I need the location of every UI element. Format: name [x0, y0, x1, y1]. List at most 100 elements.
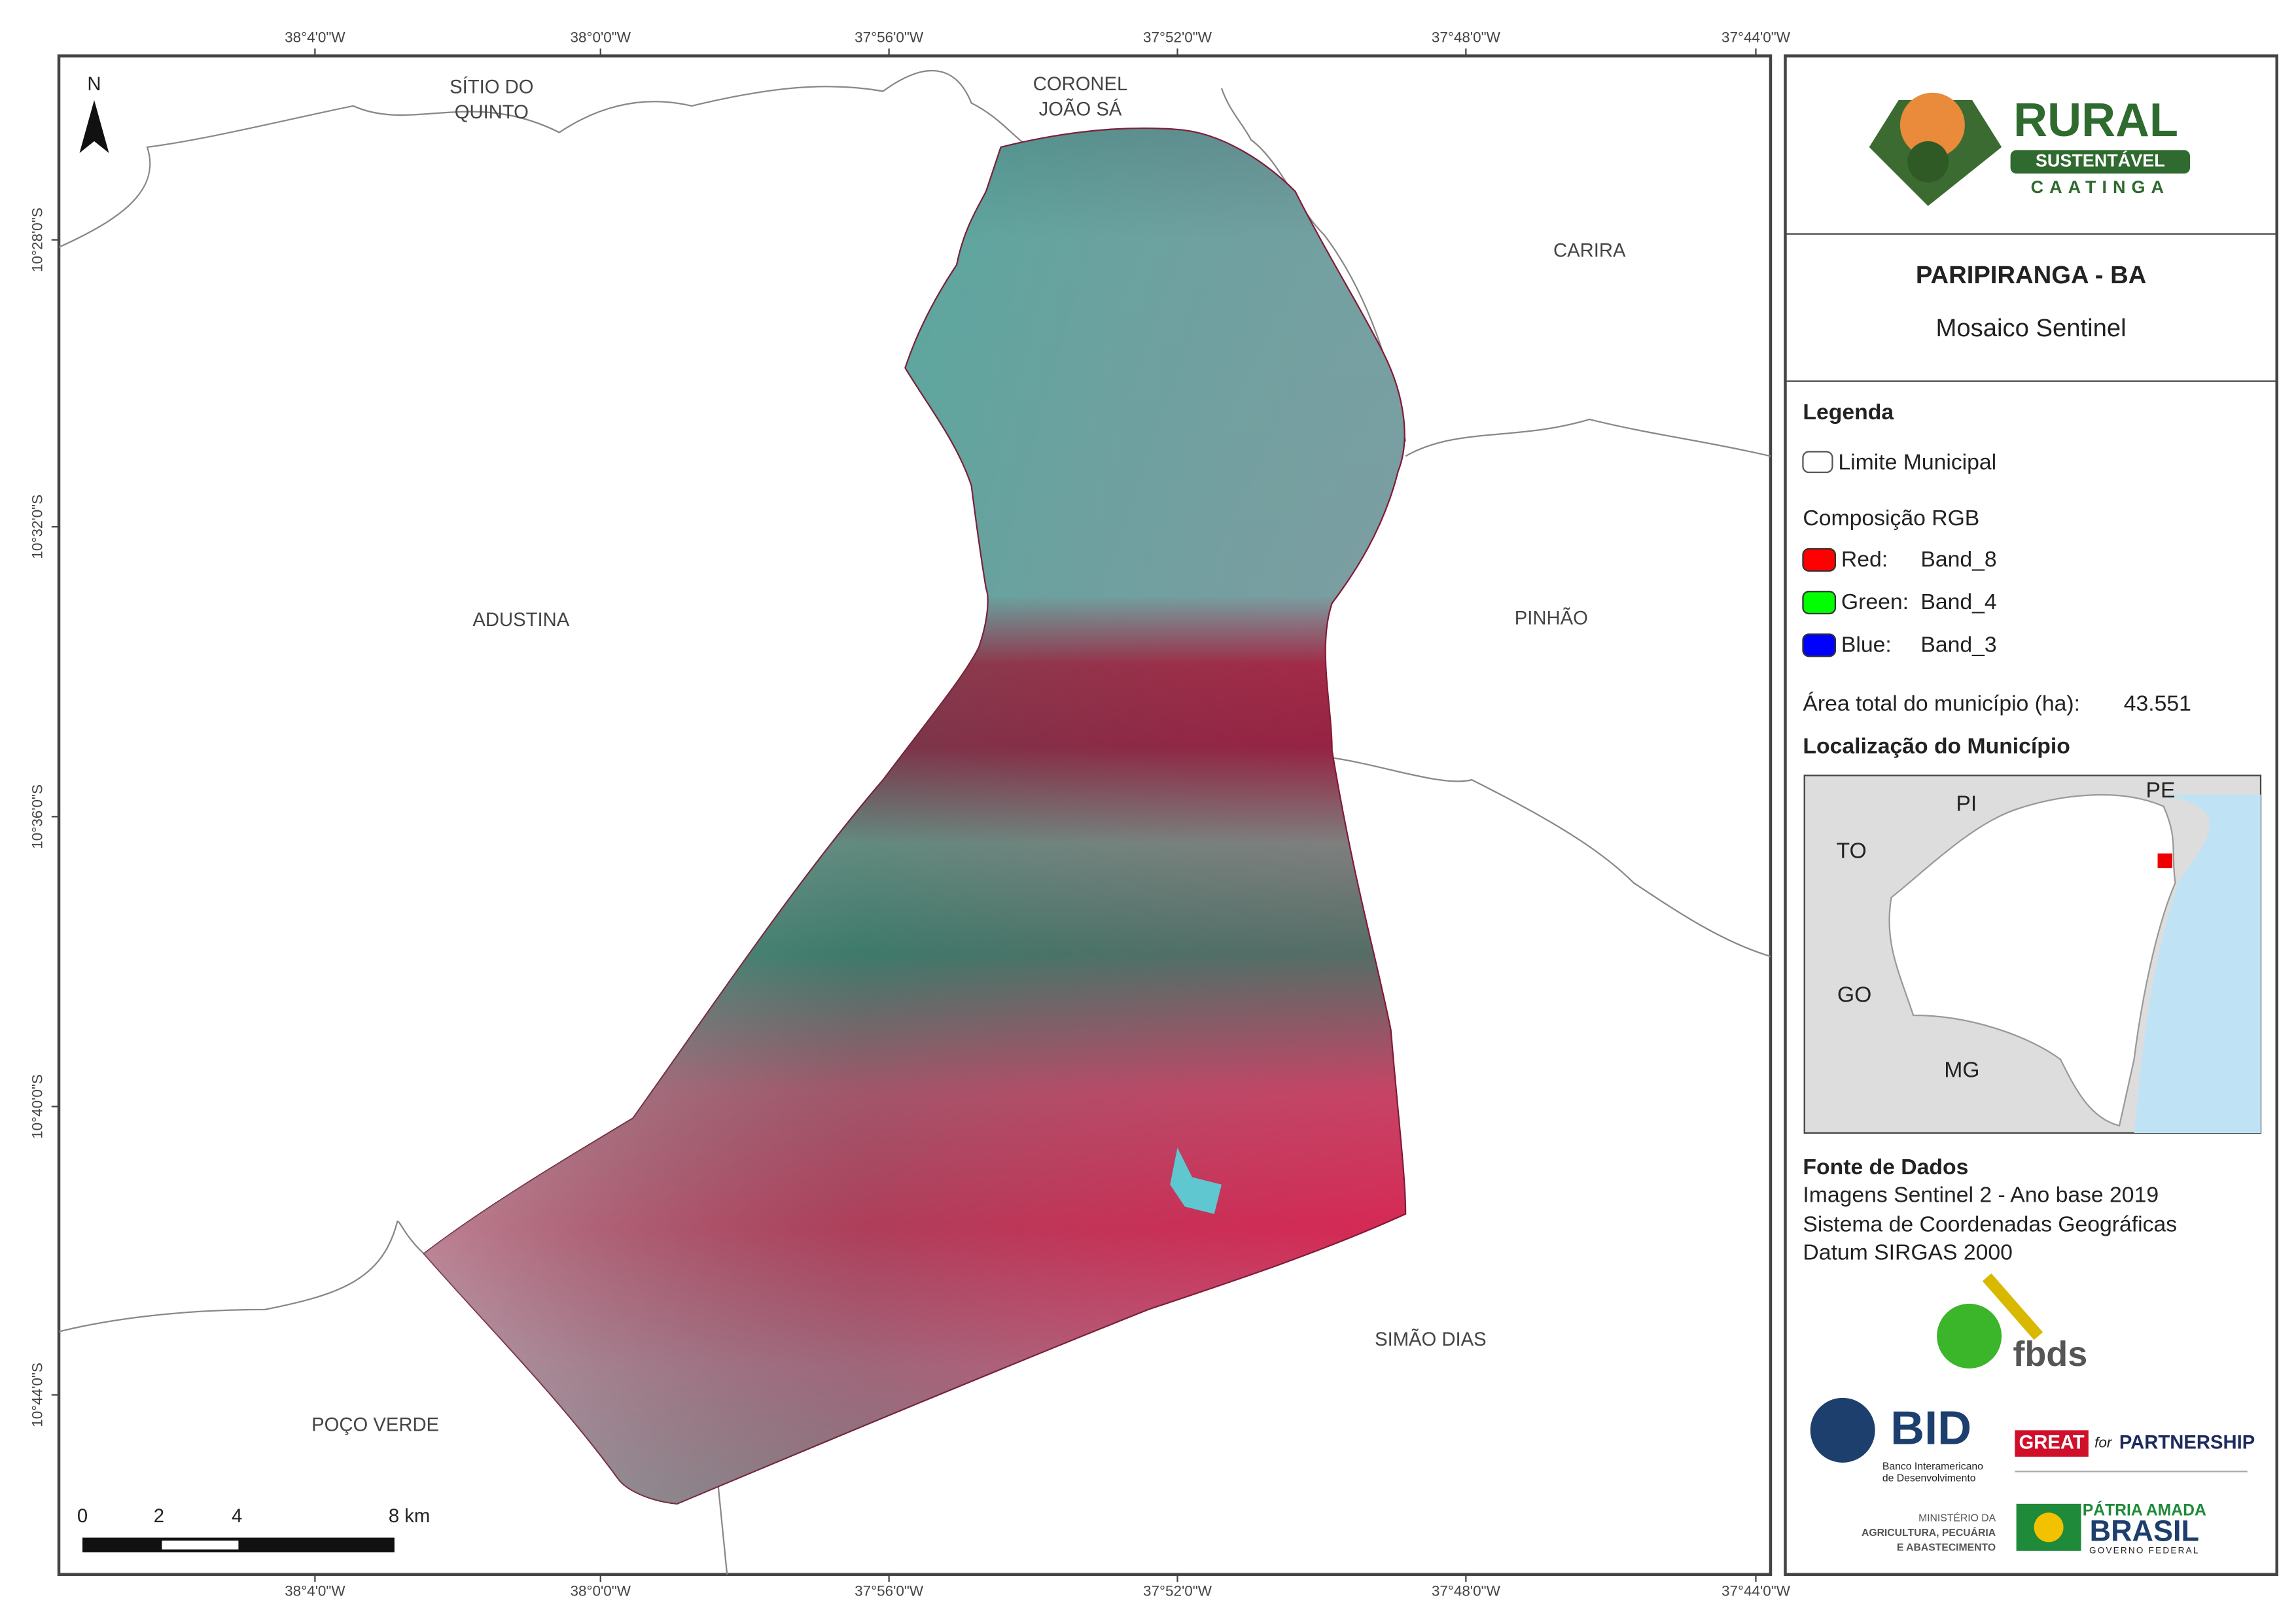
band-name: Band_3: [1920, 632, 1996, 657]
fbds-mark: [1982, 1273, 2043, 1340]
y-tick-label: 10°32'0"S: [29, 495, 45, 559]
band-swatch: [1802, 548, 1837, 572]
source-line: Sistema de Coordenadas Geográficas: [1803, 1212, 2177, 1237]
x-tick-label: 37°56'0"W: [855, 29, 924, 45]
sources-heading: Fonte de Dados: [1803, 1155, 1968, 1179]
source-line: Imagens Sentinel 2 - Ano base 2019: [1803, 1183, 2159, 1208]
north-arrow-shape: [79, 99, 109, 153]
bid-mark: [1810, 1397, 1875, 1463]
state-label: PE: [2146, 778, 2176, 803]
y-tick-label: 10°36'0"S: [29, 784, 45, 849]
ocean: [2134, 794, 2261, 1133]
place-label: POÇO VERDE: [311, 1414, 439, 1435]
x-tick-label: 37°48'0"W: [1432, 29, 1501, 45]
band-channel: Blue:: [1841, 632, 1892, 657]
boundary: [1405, 418, 1771, 457]
bid-caption: de Desenvolvimento: [1882, 1473, 1976, 1484]
source-line: Datum SIRGAS 2000: [1803, 1240, 2012, 1265]
fbds-ball: [1937, 1303, 2002, 1369]
place-label: CARIRA: [1553, 240, 1626, 261]
boundary: [58, 1220, 425, 1333]
boundary: [717, 1486, 728, 1575]
brasil-gov: GOVERNO FEDERAL: [2089, 1545, 2200, 1555]
brasil-slogan: PÁTRIA AMADA: [2083, 1501, 2206, 1520]
x-tick-label: 37°44'0"W: [1722, 29, 1791, 45]
municipality: [423, 127, 1407, 1505]
logo-tree: [1907, 141, 1949, 183]
place-label: CORONEL: [1033, 74, 1128, 95]
boundary: [1332, 757, 1771, 958]
bid-caption: Banco Interamericano: [1882, 1461, 1983, 1473]
map-title: PARIPIRANGA - BA: [1916, 261, 2146, 289]
x-tick-label: 37°48'0"W: [1432, 1583, 1501, 1599]
place-label: QUINTO: [455, 102, 529, 123]
boundary-label: Limite Municipal: [1838, 449, 1996, 474]
area-label: Área total do município (ha):: [1803, 691, 2080, 716]
urban-area: [1170, 1147, 1222, 1214]
place-label: SÍTIO DO: [450, 77, 533, 98]
x-tick-label: 38°4'0"W: [285, 1583, 345, 1599]
brasil-flag-circle: [2034, 1512, 2064, 1543]
ministry-text: MINISTÉRIO DA: [1918, 1511, 1996, 1524]
coordinate-ticks: 38°4'0"W 38°4'0"W 38°0'0"W 38°0'0"W 37°56'0"…: [29, 29, 1790, 1599]
band-name: Band_8: [1920, 547, 1996, 572]
state-label: TO: [1837, 838, 1867, 863]
ministry-text: AGRICULTURA, PECUÁRIA: [1862, 1526, 1996, 1539]
x-tick-label: 37°52'0"W: [1143, 1583, 1212, 1599]
bid-text: BID: [1890, 1403, 1971, 1455]
great-for: for: [2094, 1435, 2113, 1451]
partner-logos: fbds BID Banco Interamericano de Desenvo…: [1810, 1273, 2255, 1555]
band-swatch: [1802, 591, 1837, 615]
place-label: PINHÃO: [1515, 607, 1588, 629]
x-tick-label: 37°56'0"W: [855, 1583, 924, 1599]
rgb-heading: Composição RGB: [1803, 506, 1979, 531]
scale-bar-segment: [162, 1541, 239, 1550]
logo-title: RURAL: [2013, 94, 2178, 147]
place-label: SIMÃO DIAS: [1375, 1328, 1487, 1350]
logo-band: [2010, 150, 2191, 174]
x-tick-label: 38°4'0"W: [285, 29, 345, 45]
logo-sun: [1899, 92, 1965, 158]
scale-label: 8 km: [389, 1506, 430, 1527]
logo-sub: SUSTENTÁVEL: [2036, 150, 2165, 171]
north-label: N: [87, 74, 101, 95]
scale-label: 0: [77, 1506, 88, 1527]
scale-bar: 0 2 4 8 km: [77, 1506, 430, 1553]
boundary-swatch: [1802, 451, 1833, 474]
brasil-text: BRASIL: [2090, 1514, 2199, 1548]
area-value: 43.551: [2124, 691, 2191, 716]
band-name: Band_4: [1920, 589, 1996, 614]
x-tick-label: 38°0'0"W: [570, 29, 631, 45]
location-heading: Localização do Município: [1803, 734, 2070, 759]
state-label: MG: [1944, 1057, 1979, 1082]
great-text: GREAT: [2019, 1432, 2085, 1453]
great-partnership: PARTNERSHIP: [2119, 1432, 2255, 1453]
band-legend: Red: Band_8 Green: Band_4 Blue: Band_3: [1802, 547, 1997, 657]
scale-label: 4: [232, 1506, 242, 1527]
band-channel: Red:: [1841, 547, 1888, 572]
great-box: [2015, 1430, 2089, 1457]
x-tick-label: 37°44'0"W: [1722, 1583, 1791, 1599]
legend-heading: Legenda: [1803, 400, 1894, 425]
x-tick-label: 38°0'0"W: [570, 1583, 631, 1599]
place-label: JOÃO SÁ: [1039, 97, 1122, 120]
y-tick-label: 10°40'0"S: [29, 1074, 45, 1139]
municipality-marker: [2157, 853, 2173, 869]
scale-label: 2: [154, 1506, 164, 1527]
logo-sub2: CAATINGA: [2031, 177, 2170, 197]
satellite-tone: [423, 128, 1406, 1504]
north-arrow: N: [79, 74, 109, 153]
rural-logo: RURAL SUSTENTÁVEL CAATINGA: [1869, 92, 2191, 206]
map-subtitle: Mosaico Sentinel: [1936, 314, 2127, 342]
band-channel: Green:: [1841, 589, 1909, 614]
ministry-text: E ABASTECIMENTO: [1897, 1542, 1996, 1553]
state-label: GO: [1837, 983, 1871, 1007]
fbds-text: fbds: [2013, 1335, 2087, 1374]
y-tick-label: 10°28'0"S: [29, 207, 45, 272]
bahia: [1888, 794, 2176, 1127]
place-label: ADUSTINA: [472, 610, 569, 631]
